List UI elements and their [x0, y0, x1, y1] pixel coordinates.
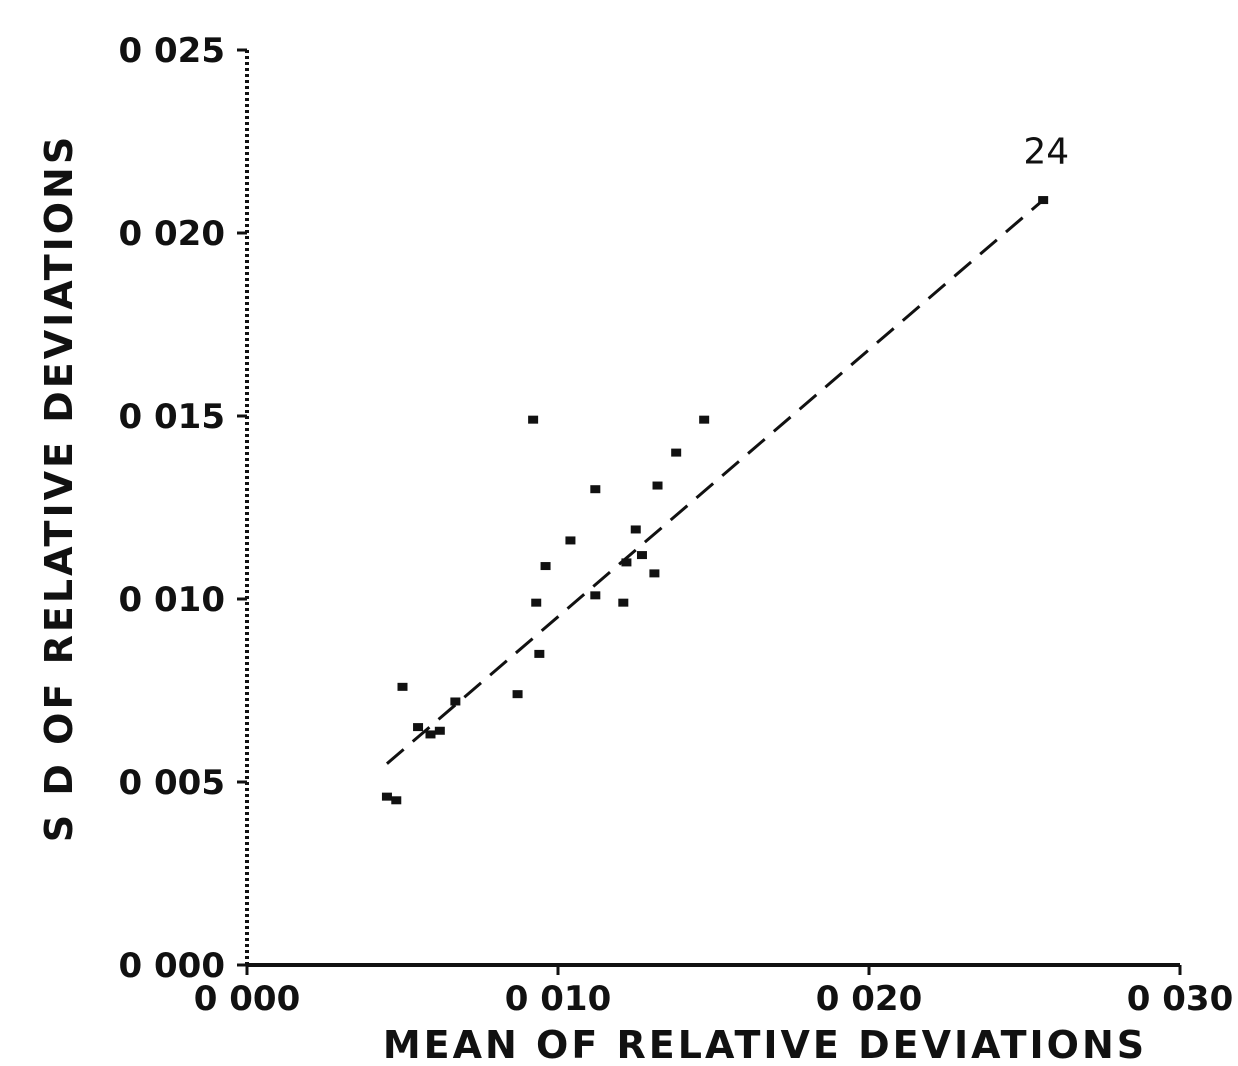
- data-point: [636, 551, 647, 560]
- data-point: [531, 598, 542, 607]
- data-point: [618, 598, 629, 607]
- data-point: [540, 562, 551, 571]
- data-point: [649, 569, 660, 578]
- data-point: [397, 682, 408, 691]
- data-point: [528, 415, 539, 424]
- data-point: [652, 481, 663, 490]
- annotations: 24: [1023, 131, 1069, 172]
- y-tick-label: 0 025: [119, 31, 225, 71]
- data-point: [425, 730, 436, 739]
- data-point: [699, 415, 710, 424]
- axes: [245, 50, 1180, 967]
- data-points: [381, 196, 1049, 805]
- data-point: [590, 591, 601, 600]
- x-tick-label: 0 010: [505, 979, 611, 1019]
- data-point: [590, 485, 601, 494]
- data-point: [381, 792, 392, 801]
- y-axis-label: S D OF RELATIVE DEVIATIONS: [37, 134, 81, 842]
- y-tick-label: 0 005: [119, 763, 225, 803]
- point-annotation: 24: [1023, 131, 1069, 172]
- y-tick-label: 0 010: [119, 580, 225, 620]
- data-point: [534, 649, 545, 658]
- x-tick-label: 0 020: [816, 979, 922, 1019]
- y-tick-label: 0 020: [119, 214, 225, 254]
- data-point: [630, 525, 641, 534]
- fit-line-group: [385, 198, 1045, 765]
- x-axis-label: MEAN OF RELATIVE DEVIATIONS: [383, 1023, 1147, 1066]
- x-tick-label: 0 030: [1127, 979, 1233, 1019]
- data-point: [512, 690, 523, 699]
- ticks: 0 000 0 010 0 020 0 030 0 000 0 005 0 010 0 015…: [119, 31, 1234, 1019]
- data-point: [621, 558, 632, 567]
- data-point: [1038, 196, 1049, 205]
- data-point: [565, 536, 576, 545]
- fit-line: [385, 198, 1045, 765]
- data-point: [671, 448, 682, 457]
- data-point: [391, 796, 402, 805]
- data-point: [434, 726, 445, 735]
- y-tick-label: 0 000: [119, 946, 225, 986]
- y-tick-label: 0 015: [119, 397, 225, 437]
- data-point: [450, 697, 461, 706]
- x-tick-label: 0 000: [194, 979, 300, 1019]
- data-point: [413, 723, 424, 732]
